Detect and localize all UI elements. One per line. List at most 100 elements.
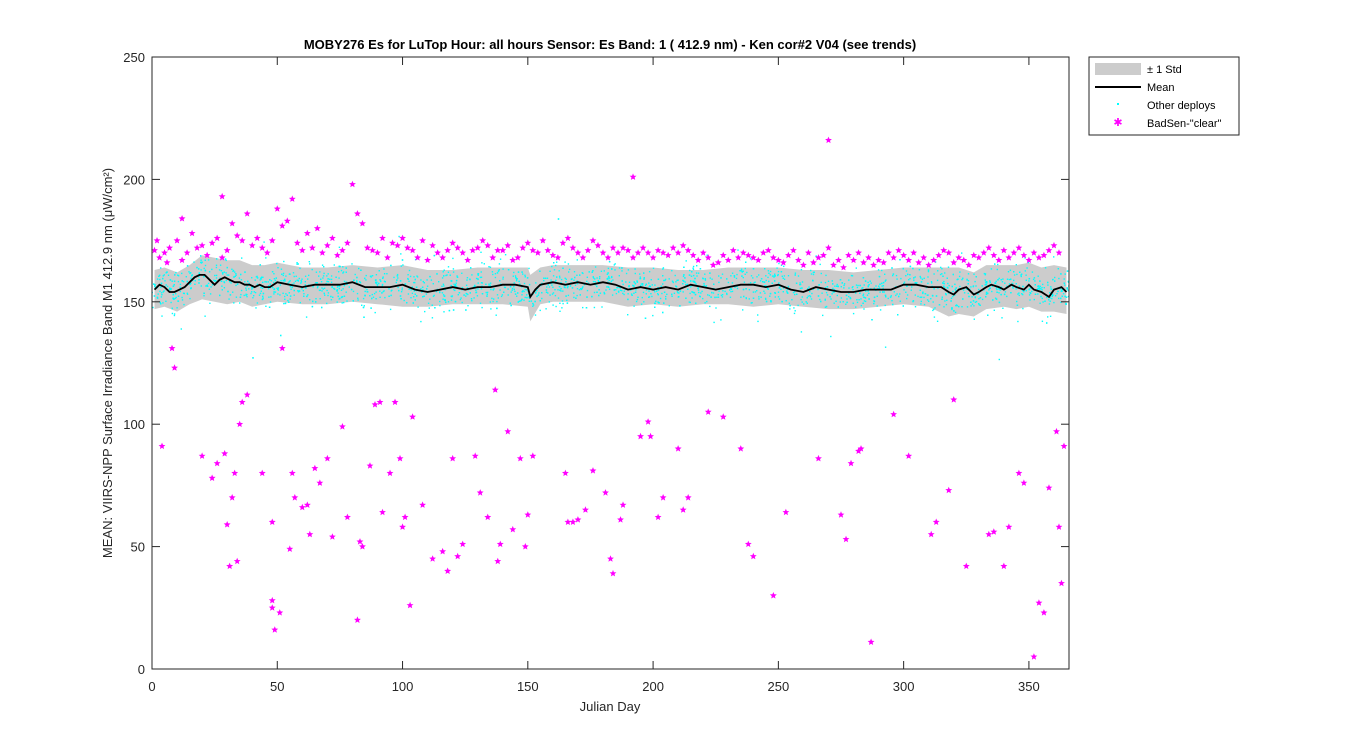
other-deploy-point bbox=[1037, 275, 1039, 277]
other-deploy-point bbox=[864, 300, 867, 303]
other-deploy-point bbox=[162, 302, 164, 304]
other-deploy-point bbox=[316, 282, 318, 284]
other-deploy-point bbox=[244, 271, 246, 273]
badsen-point bbox=[391, 398, 399, 406]
other-deploy-point bbox=[430, 279, 433, 281]
badsen-point bbox=[384, 254, 391, 261]
other-deploy-point bbox=[682, 275, 685, 278]
other-deploy-point bbox=[219, 277, 221, 279]
other-deploy-point bbox=[268, 285, 270, 287]
other-deploy-point bbox=[271, 271, 274, 273]
other-deploy-point bbox=[906, 285, 908, 287]
badsen-point bbox=[243, 210, 251, 217]
other-deploy-point bbox=[452, 268, 455, 270]
other-deploy-point bbox=[954, 288, 956, 290]
other-deploy-point bbox=[280, 268, 283, 270]
other-deploy-point bbox=[265, 281, 267, 283]
other-deploy-point bbox=[161, 294, 163, 296]
other-deploy-point bbox=[491, 271, 494, 273]
other-deploy-point bbox=[327, 281, 330, 283]
badsen-point bbox=[935, 251, 943, 259]
other-deploy-point bbox=[607, 267, 610, 270]
other-deploy-point bbox=[895, 294, 897, 297]
other-deploy-point bbox=[232, 291, 234, 293]
other-deploy-point bbox=[345, 267, 347, 269]
other-deploy-point bbox=[339, 297, 341, 300]
other-deploy-point bbox=[241, 257, 243, 259]
other-deploy-point bbox=[1039, 280, 1041, 282]
other-deploy-point bbox=[760, 278, 763, 280]
badsen-point bbox=[311, 464, 319, 472]
other-deploy-point bbox=[547, 284, 549, 286]
other-deploy-point bbox=[315, 298, 317, 300]
other-deploy-point bbox=[606, 273, 609, 275]
other-deploy-point bbox=[470, 267, 472, 269]
other-deploy-point bbox=[406, 302, 408, 304]
other-deploy-point bbox=[668, 305, 670, 307]
other-deploy-point bbox=[342, 266, 344, 268]
other-deploy-point bbox=[461, 301, 463, 304]
badsen-point bbox=[1000, 246, 1008, 254]
other-deploy-point bbox=[269, 301, 272, 303]
other-deploy-point bbox=[987, 292, 989, 295]
other-deploy-point bbox=[1047, 281, 1049, 284]
other-deploy-point bbox=[994, 297, 997, 299]
other-deploy-point bbox=[420, 279, 422, 281]
badsen-point bbox=[564, 234, 572, 242]
other-deploy-point bbox=[758, 274, 760, 276]
other-deploy-point bbox=[167, 274, 170, 276]
other-deploy-point bbox=[742, 276, 744, 279]
other-deploy-point bbox=[383, 273, 386, 275]
other-deploy-point bbox=[526, 277, 529, 279]
other-deploy-point bbox=[695, 283, 697, 285]
other-deploy-point bbox=[634, 291, 637, 293]
other-deploy-point bbox=[562, 267, 564, 269]
other-deploy-point bbox=[341, 296, 344, 298]
other-deploy-point bbox=[461, 272, 463, 274]
badsen-point bbox=[218, 254, 226, 261]
other-deploy-point bbox=[861, 287, 863, 289]
other-deploy-point bbox=[337, 295, 339, 298]
badsen-point bbox=[769, 254, 777, 261]
other-deploy-point bbox=[799, 283, 802, 286]
other-deploy-point bbox=[971, 303, 974, 305]
other-deploy-point bbox=[246, 296, 248, 298]
other-deploy-point bbox=[721, 294, 724, 296]
badsen-point bbox=[694, 256, 702, 264]
other-deploy-point bbox=[467, 293, 469, 296]
other-deploy-point bbox=[1065, 296, 1068, 298]
other-deploy-point bbox=[321, 290, 323, 292]
other-deploy-point bbox=[744, 273, 746, 275]
other-deploy-point bbox=[265, 257, 267, 259]
other-deploy-point bbox=[962, 277, 964, 280]
other-deploy-point bbox=[292, 272, 295, 274]
other-deploy-point bbox=[190, 275, 193, 277]
other-deploy-point bbox=[648, 290, 650, 292]
other-deploy-point bbox=[488, 266, 490, 268]
other-deploy-point bbox=[297, 263, 299, 265]
other-deploy-point bbox=[259, 292, 262, 295]
other-deploy-point bbox=[1037, 287, 1039, 290]
other-deploy-point bbox=[704, 273, 706, 275]
other-deploy-point bbox=[514, 275, 517, 277]
other-deploy-point bbox=[1002, 278, 1004, 280]
other-deploy-point bbox=[559, 310, 561, 312]
badsen-point bbox=[399, 234, 406, 242]
other-deploy-point bbox=[778, 262, 780, 265]
other-deploy-point bbox=[524, 274, 526, 276]
other-deploy-point bbox=[795, 282, 798, 284]
other-deploy-point bbox=[346, 300, 348, 302]
other-deploy-point bbox=[892, 303, 894, 306]
badsen-point bbox=[637, 432, 644, 440]
badsen-point bbox=[454, 244, 462, 251]
other-deploy-point bbox=[598, 281, 600, 283]
other-deploy-point bbox=[492, 273, 494, 276]
other-deploy-point bbox=[1060, 297, 1062, 300]
other-deploy-point bbox=[689, 292, 691, 295]
other-deploy-point bbox=[198, 279, 200, 281]
other-deploy-point bbox=[764, 297, 767, 300]
other-deploy-point bbox=[1011, 282, 1014, 285]
other-deploy-point bbox=[351, 263, 353, 265]
badsen-point bbox=[845, 251, 852, 259]
other-deploy-point bbox=[509, 285, 512, 288]
